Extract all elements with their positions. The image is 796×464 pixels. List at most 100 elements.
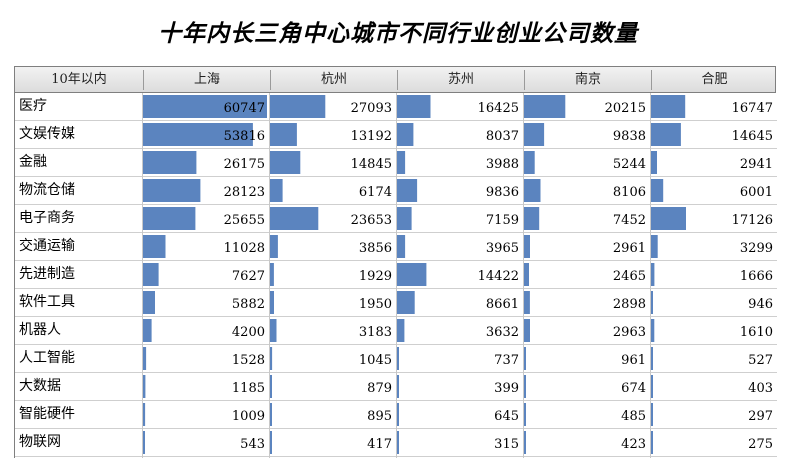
data-label: 297	[748, 409, 773, 424]
data-label: 4200	[232, 325, 265, 340]
data-bar	[143, 235, 166, 258]
data-label: 3299	[740, 241, 773, 256]
data-label: 417	[367, 437, 392, 452]
row-label: 金融	[19, 154, 47, 170]
data-label: 645	[494, 409, 519, 424]
data-label: 14422	[478, 269, 519, 284]
data-label: 3965	[486, 241, 519, 256]
data-label: 9836	[486, 185, 519, 200]
data-label: 1528	[232, 353, 265, 368]
data-bar	[651, 123, 681, 146]
row-label: 智能硬件	[19, 406, 75, 422]
data-label: 3632	[486, 325, 519, 340]
data-label: 8106	[613, 185, 646, 200]
data-bar	[143, 319, 152, 342]
data-bar	[397, 291, 415, 314]
data-bar	[524, 431, 526, 454]
data-bar	[524, 291, 530, 314]
data-bar	[270, 235, 278, 258]
data-bar	[270, 431, 272, 454]
data-bar	[143, 151, 197, 174]
data-label: 25655	[224, 213, 265, 228]
column-header-hefei: 合肥	[701, 72, 728, 87]
data-bar	[524, 95, 566, 118]
data-label: 8661	[486, 297, 519, 312]
row-label: 医疗	[19, 98, 47, 114]
column-header-nanjing: 南京	[574, 72, 601, 87]
data-bar	[270, 375, 272, 398]
table-header: 10年以内 上海 杭州 苏州 南京 合肥	[14, 66, 776, 93]
data-label: 8037	[486, 129, 519, 144]
data-bar	[651, 347, 653, 370]
data-label: 399	[494, 381, 519, 396]
data-label: 879	[367, 381, 392, 396]
data-bar	[143, 291, 155, 314]
data-bar	[397, 375, 399, 398]
data-label: 2961	[613, 241, 646, 256]
data-label: 1950	[359, 297, 392, 312]
data-bar	[397, 235, 406, 258]
corner-header: 10年以内	[51, 72, 107, 87]
column-header-shanghai: 上海	[193, 72, 220, 87]
data-label: 26175	[224, 157, 265, 172]
data-bar	[651, 375, 653, 398]
data-bar	[143, 207, 196, 230]
data-label: 6001	[740, 185, 773, 200]
data-bar	[524, 235, 530, 258]
data-label: 403	[748, 381, 773, 396]
data-label: 16747	[732, 101, 773, 116]
data-bar	[397, 123, 414, 146]
data-label: 1929	[359, 269, 392, 284]
data-label: 674	[621, 381, 646, 396]
row-label: 文娱传媒	[19, 126, 75, 142]
data-bar	[143, 431, 145, 454]
data-label: 527	[748, 353, 773, 368]
data-bar	[397, 207, 412, 230]
row-label: 交通运输	[19, 238, 75, 254]
data-label: 895	[367, 409, 392, 424]
data-bar	[270, 123, 297, 146]
data-bar	[270, 151, 301, 174]
data-label: 13192	[351, 129, 392, 144]
data-bar	[524, 207, 540, 230]
data-label: 11028	[224, 241, 265, 256]
chart-title: 十年内长三角中心城市不同行业创业公司数量	[158, 21, 638, 47]
data-bar	[651, 263, 655, 286]
data-label: 16425	[478, 101, 519, 116]
data-bar	[270, 179, 283, 202]
data-bar	[397, 431, 399, 454]
data-bar	[143, 403, 146, 426]
data-label: 2963	[613, 325, 646, 340]
data-bar	[270, 347, 273, 370]
data-bar	[143, 95, 267, 118]
data-label: 2941	[740, 157, 773, 172]
data-bar-table: 10年以内 上海 杭州 苏州 南京 合肥 医疗 文娱传媒 金融 物流仓储 电子商务 交通运…	[14, 66, 777, 458]
data-label: 28123	[224, 185, 265, 200]
row-label: 软件工具	[19, 294, 75, 310]
data-bar	[651, 151, 657, 174]
data-bar	[270, 291, 274, 314]
data-bar	[143, 179, 201, 202]
data-label: 53816	[224, 129, 265, 144]
data-label: 946	[748, 297, 773, 312]
data-label: 3988	[486, 157, 519, 172]
data-label: 7452	[613, 213, 646, 228]
data-label: 2898	[613, 297, 646, 312]
data-label: 20215	[605, 101, 646, 116]
data-bar	[651, 291, 653, 314]
data-bar	[270, 403, 272, 426]
data-label: 423	[621, 437, 646, 452]
row-label: 电子商务	[19, 210, 75, 226]
data-label: 485	[621, 409, 646, 424]
data-bar	[651, 179, 664, 202]
data-label: 9838	[613, 129, 646, 144]
data-label: 315	[494, 437, 519, 452]
data-label: 737	[494, 353, 519, 368]
column-header-suzhou: 苏州	[447, 72, 474, 87]
data-bar	[397, 263, 427, 286]
data-label: 1045	[359, 353, 392, 368]
data-bar	[397, 347, 399, 370]
data-bar	[524, 319, 530, 342]
data-bar	[397, 151, 406, 174]
data-label: 60747	[224, 101, 265, 116]
